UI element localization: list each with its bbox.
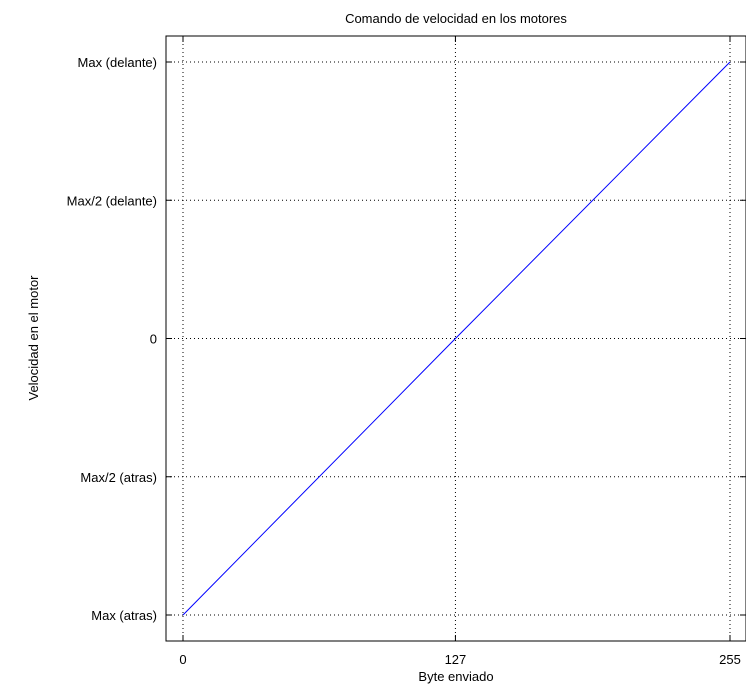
- y-tick-label: Max/2 (delante): [67, 193, 157, 208]
- chart-title: Comando de velocidad en los motores: [345, 11, 567, 26]
- x-tick-label: 0: [179, 652, 186, 667]
- series-line-0: [182, 61, 731, 616]
- y-tick-label: Max/2 (atras): [80, 470, 157, 485]
- grid-lines: [166, 36, 746, 641]
- x-tick-labels: 0 127 255: [179, 652, 740, 667]
- y-tick-label: 0: [150, 332, 157, 347]
- y-axis-label: Velocidad en el motor: [26, 275, 41, 401]
- y-tick-labels: Max (atras) Max/2 (atras) 0 Max/2 (delante)…: [67, 55, 157, 623]
- y-tick-label: Max (delante): [78, 55, 157, 70]
- tick-marks: [166, 36, 746, 641]
- x-tick-label: 255: [719, 652, 741, 667]
- series-lines: [182, 61, 731, 616]
- x-axis-label: Byte enviado: [418, 669, 493, 684]
- y-tick-label: Max (atras): [91, 608, 157, 623]
- x-tick-label: 127: [445, 652, 467, 667]
